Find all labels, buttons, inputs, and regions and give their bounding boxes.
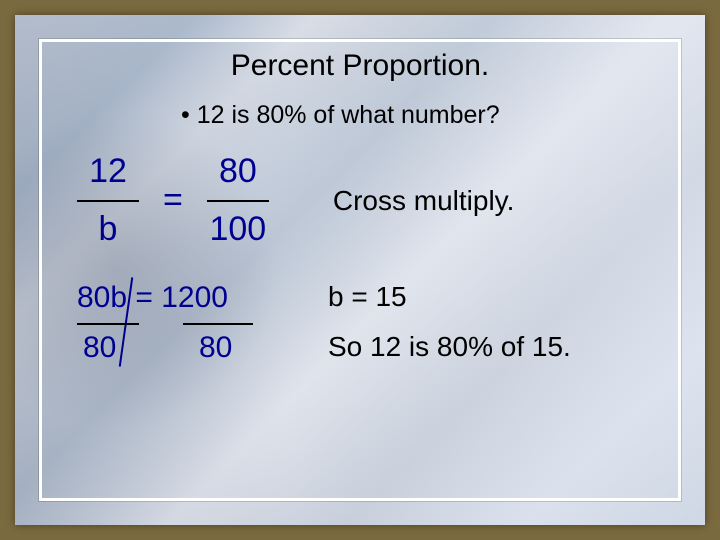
problem-statement: • 12 is 80% of what number?: [181, 101, 669, 130]
equals-sign: =: [163, 181, 183, 220]
slide-outer-frame: Percent Proportion. • 12 is 80% of what …: [15, 15, 705, 525]
solve-step: 80b = 1200 80 80 b = 15 So 12 is 80% of …: [77, 281, 669, 363]
fraction-right-denominator: 100: [209, 206, 266, 254]
fraction-left-numerator: 12: [89, 148, 127, 196]
slide-content: Percent Proportion. • 12 is 80% of what …: [15, 15, 705, 525]
result-text: b = 15: [328, 281, 571, 313]
slide-title: Percent Proportion.: [51, 49, 669, 83]
proportion-equation: 12 b = 80 100 Cross multiply.: [77, 148, 669, 253]
conclusion-text: So 12 is 80% of 15.: [328, 331, 571, 363]
fraction-bar: [207, 200, 269, 202]
fraction-right-numerator: 80: [219, 148, 257, 196]
equation-text: 80b = 1200: [77, 281, 228, 315]
fraction-right: 80 100: [207, 148, 269, 253]
instruction-text: Cross multiply.: [333, 185, 515, 217]
divisor-right: 80: [199, 331, 232, 365]
fraction-left: 12 b: [77, 148, 139, 253]
divide-bar-left: [77, 323, 139, 325]
divisor-left: 80: [83, 331, 116, 365]
cross-multiply-equation: 80b = 1200 80 80: [77, 281, 228, 315]
fraction-bar: [77, 200, 139, 202]
divide-bar-right: [183, 323, 253, 325]
fraction-left-denominator: b: [99, 206, 118, 254]
